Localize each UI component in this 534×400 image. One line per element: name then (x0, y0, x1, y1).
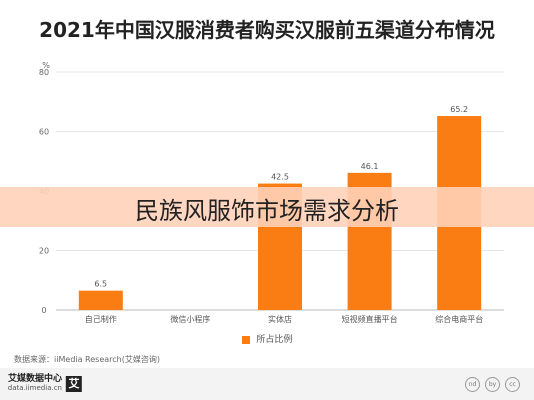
y-unit-label: % (42, 61, 50, 70)
license-badge-icon: by (485, 377, 500, 392)
y-tick-label: 20 (39, 247, 49, 256)
brand-logo: 艾媒数据中心 data.iimedia.cn 艾 (8, 374, 83, 393)
x-tick-label: 自己制作 (85, 314, 117, 324)
bar-value-label: 65.2 (450, 105, 468, 114)
x-tick-label: 短视频直播平台 (342, 314, 398, 324)
brand-url: data.iimedia.cn (8, 384, 63, 392)
watermark-band (0, 187, 534, 227)
x-tick-label: 实体店 (268, 314, 292, 324)
source-note: 数据来源：iiMedia Research(艾媒咨询) (14, 355, 160, 364)
bar-value-label: 6.5 (94, 280, 107, 289)
brand-name: 艾媒数据中心 (8, 374, 63, 384)
legend-swatch (241, 335, 250, 344)
legend-label: 所占比例 (256, 335, 293, 345)
bar (78, 290, 123, 310)
y-tick-label: 80 (39, 68, 49, 77)
watermark-text: 民族风服饰市场需求分析 (135, 197, 399, 225)
x-tick-label: 综合电商平台 (435, 314, 483, 324)
brand-text: 艾媒数据中心 data.iimedia.cn (8, 374, 62, 393)
footer-bar: 艾媒数据中心 data.iimedia.cn 艾 cc by nd (0, 368, 534, 400)
y-tick-label: 0 (41, 306, 46, 315)
chart-legend: 所占比例 (0, 332, 534, 345)
brand-mark-icon: 艾 (66, 375, 83, 392)
bar-value-label: 42.5 (271, 173, 289, 182)
x-tick-label: 微信小程序 (170, 314, 210, 324)
license-badge-icon: cc (505, 377, 520, 392)
y-tick-label: 60 (39, 128, 49, 137)
bar-value-label: 46.1 (361, 162, 379, 171)
license-badge-icon: nd (465, 377, 480, 392)
